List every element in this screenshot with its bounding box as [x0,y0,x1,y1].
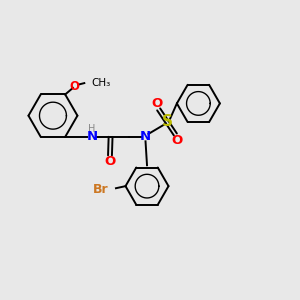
Text: CH₃: CH₃ [92,77,111,88]
Text: N: N [86,130,98,143]
Text: O: O [152,97,163,110]
Text: O: O [70,80,80,93]
Text: S: S [161,114,172,129]
Text: N: N [140,130,151,143]
Text: H: H [88,124,96,134]
Text: O: O [171,134,182,147]
Text: O: O [104,155,116,168]
Text: Br: Br [93,183,109,196]
